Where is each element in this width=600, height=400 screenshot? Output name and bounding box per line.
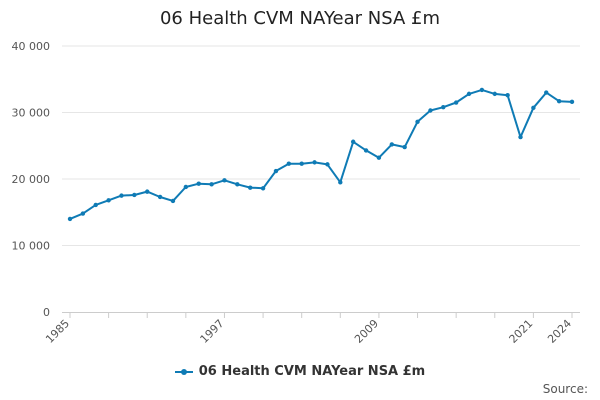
data-point[interactable] — [80, 211, 86, 216]
data-point[interactable] — [235, 182, 240, 187]
y-axis-ticks: 0 10 000 20 000 30 000 40 000 — [12, 40, 51, 319]
data-point[interactable] — [222, 178, 227, 183]
data-point[interactable] — [556, 98, 562, 104]
data-point[interactable] — [93, 202, 98, 208]
data-point[interactable] — [67, 216, 73, 222]
data-point[interactable] — [286, 161, 292, 166]
x-tick-label: 1985 — [43, 317, 72, 346]
data-point[interactable] — [492, 91, 497, 97]
data-point[interactable] — [363, 148, 369, 153]
chart-title: 06 Health CVM NAYear NSA £m — [159, 8, 441, 29]
x-axis: 1985 1997 2009 2021 2024 — [43, 312, 580, 346]
series-line — [69, 88, 573, 220]
data-point[interactable] — [106, 198, 111, 203]
data-point[interactable] — [569, 99, 575, 105]
data-point[interactable] — [402, 144, 407, 150]
data-point[interactable] — [132, 192, 137, 198]
data-point[interactable] — [466, 91, 472, 97]
data-point[interactable] — [196, 181, 201, 186]
data-point[interactable] — [479, 87, 485, 93]
data-point[interactable] — [157, 194, 163, 200]
data-point[interactable] — [299, 161, 304, 166]
data-point[interactable] — [518, 134, 523, 140]
legend-item[interactable]: 06 Health CVM NAYear NSA £m — [174, 364, 426, 379]
data-point[interactable] — [209, 182, 214, 187]
data-point[interactable] — [260, 186, 266, 191]
data-point[interactable] — [428, 108, 433, 113]
x-tick-label: 2024 — [545, 317, 574, 346]
legend-label: 06 Health CVM NAYear NSA £m — [198, 364, 426, 379]
y-tick-label: 0 — [43, 306, 50, 319]
legend-swatch-icon — [174, 367, 193, 377]
y-tick-label: 20 000 — [12, 173, 51, 186]
data-point[interactable] — [325, 162, 330, 167]
series-layer — [67, 87, 575, 222]
data-point[interactable] — [376, 155, 382, 160]
data-point[interactable] — [441, 104, 446, 110]
gridlines — [62, 45, 580, 246]
y-tick-label: 40 000 — [12, 40, 51, 53]
x-tick-label: 2009 — [352, 317, 381, 346]
data-point[interactable] — [183, 184, 189, 190]
y-tick-label: 30 000 — [12, 107, 51, 120]
y-tick-label: 10 000 — [12, 240, 51, 253]
data-point[interactable] — [145, 189, 150, 194]
data-point[interactable] — [453, 100, 459, 105]
x-tick-label: 1997 — [198, 317, 227, 346]
data-point[interactable] — [248, 185, 253, 190]
data-point[interactable] — [119, 193, 124, 198]
data-point[interactable] — [531, 105, 536, 111]
data-point[interactable] — [544, 90, 549, 95]
data-point[interactable] — [505, 93, 510, 98]
data-point[interactable] — [338, 180, 343, 185]
x-tick-label: 2021 — [507, 317, 536, 346]
legend[interactable]: 06 Health CVM NAYear NSA £m — [0, 364, 600, 381]
data-point[interactable] — [389, 142, 394, 147]
data-point[interactable] — [170, 198, 176, 204]
data-point[interactable] — [312, 160, 317, 165]
data-point[interactable] — [415, 119, 420, 125]
source-label: Source: — [542, 382, 588, 396]
line-chart: 0 10 000 20 000 30 000 40 000 1985 1997 2009 20… — [12, 40, 580, 346]
data-point[interactable] — [273, 168, 279, 174]
data-point[interactable] — [350, 139, 356, 144]
